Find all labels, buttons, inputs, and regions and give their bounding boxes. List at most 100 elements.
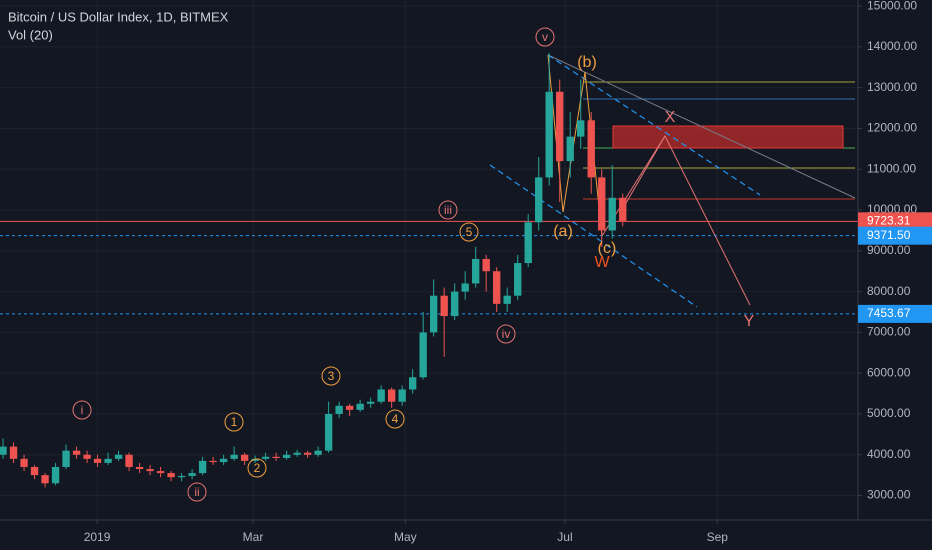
candle-body [566,136,574,162]
wave-label: 5 [466,225,473,239]
candle-body [524,222,532,264]
candle-body [251,458,259,461]
candle-body [62,450,70,467]
wave-label: 2 [254,461,261,475]
candle-body [577,120,585,137]
chart-title: Bitcoin / US Dollar Index, 1D, BITMEX [8,9,229,24]
candle-body [493,271,501,304]
candle-body [0,446,7,455]
wave-label: ii [194,485,199,499]
candle-body [419,332,427,378]
candle-body [230,454,238,459]
wave-marker [72,400,92,420]
price-label-box [858,304,932,323]
price-label: 7453.67 [867,306,911,320]
candle-body [398,389,406,402]
y-tick-label: 7000.00 [867,325,911,339]
projection-path [621,135,666,211]
channel-line [489,164,698,308]
candle-body [41,475,49,484]
candle-body [209,460,217,463]
candle-body [535,177,543,223]
y-tick-label: 12000.00 [867,121,917,135]
x-tick-label: Sep [707,530,729,544]
wave-marker [496,324,516,344]
candle-body [366,401,375,404]
y-tick-label: 4000.00 [867,447,911,461]
candle-body [461,283,469,292]
price-label-box [858,226,932,245]
channel-line [547,54,761,196]
candle-body [104,458,112,463]
candle-body [514,263,522,296]
wave-marker [438,200,458,220]
wave-marker [321,366,341,386]
wave-marker [224,412,244,432]
wave-label: X [665,109,676,126]
price-label: 9371.50 [867,228,911,242]
candle-body [167,473,175,478]
wave-label: 1 [231,415,238,429]
candle-body [293,452,301,455]
wave-label: W [594,254,610,271]
candle-body [9,446,18,459]
axes: 3000.00 4000.00 5000.00 6000.00 7000.00 8000.… [84,0,932,544]
candle-body [93,458,102,463]
x-tick-label: Mar [243,530,264,544]
wave-marker [247,458,267,478]
wave-label: 4 [392,412,399,426]
wave-label: iii [444,203,452,217]
candle-body [272,456,280,459]
candle-body [146,469,154,472]
candle-body [219,458,228,463]
candle-body [20,458,28,467]
zone-box [612,125,844,149]
candle-body [408,377,417,390]
y-tick-label: 6000.00 [867,365,911,379]
wave-marker [535,27,555,47]
y-tick-label: 9000.00 [867,243,911,257]
wave-label: (b) [577,54,597,71]
candle-body [387,389,396,402]
candle-body [156,471,165,474]
candle-body [240,454,249,461]
drawings [0,54,858,315]
wave-label: iv [502,327,511,341]
y-tick-label: 5000.00 [867,406,911,420]
trend-line [547,54,856,199]
candle-body [125,454,133,467]
candle-body [503,295,511,304]
candle-body [261,456,270,459]
y-tick-label: 14000.00 [867,39,917,53]
candle-body [556,91,564,162]
x-tick-label: Jul [557,530,572,544]
candle-body [198,460,207,474]
wave-label: Y [744,313,755,330]
candle-body [472,258,480,284]
wave-label: 3 [328,369,335,383]
candle-body [356,403,364,410]
candle-body [587,120,595,178]
candle-body [177,475,186,478]
price-label-box [858,212,932,231]
price-label: 9723.31 [867,213,911,227]
y-tick-label: 3000.00 [867,488,911,502]
candle-body [345,405,354,410]
candle-body [324,413,333,451]
candle-body [72,450,81,455]
candle-body [608,197,616,231]
candle-body [114,454,123,459]
candle-body [83,454,91,459]
wave-marker [459,222,479,242]
candle-body [429,295,438,333]
y-tick-label: 15000.00 [867,0,917,12]
candles [0,53,627,488]
indicator-label: Vol (20) [8,27,53,42]
candle-body [545,91,553,178]
wave-marker [385,409,405,429]
candle-body [51,466,60,484]
wave-marker [187,482,207,502]
x-tick-label: May [394,530,417,544]
y-tick-label: 13000.00 [867,80,917,94]
